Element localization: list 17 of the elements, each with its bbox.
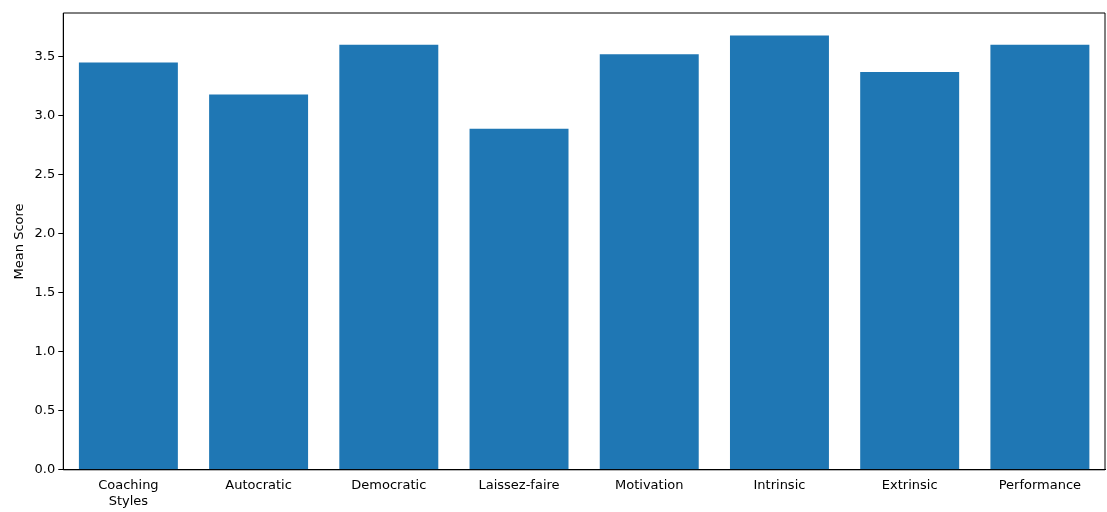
y-tick-label: 2.5 xyxy=(34,166,56,182)
x-tick-label: Performance xyxy=(998,476,1082,492)
y-tick-label: 0.0 xyxy=(34,461,56,477)
x-tick-label: Laissez-faire xyxy=(478,476,560,492)
y-tick-label: 3.5 xyxy=(34,48,56,64)
x-tick-label: Coaching Styles xyxy=(98,476,159,508)
y-tick-label: 0.5 xyxy=(34,402,56,418)
x-tick-label: Democratic xyxy=(351,476,427,492)
x-tick-label: Extrinsic xyxy=(881,476,938,492)
y-axis-title: Mean Score xyxy=(11,203,27,280)
y-tick-label: 1.0 xyxy=(34,343,56,359)
y-tick-label: 2.0 xyxy=(34,225,56,241)
y-tick-label: 1.5 xyxy=(34,284,56,300)
x-tick-label: Motivation xyxy=(615,476,684,492)
x-tick-label: Intrinsic xyxy=(753,476,806,492)
y-tick-label: 3.0 xyxy=(34,107,56,123)
x-tick-label: Autocratic xyxy=(225,476,292,492)
